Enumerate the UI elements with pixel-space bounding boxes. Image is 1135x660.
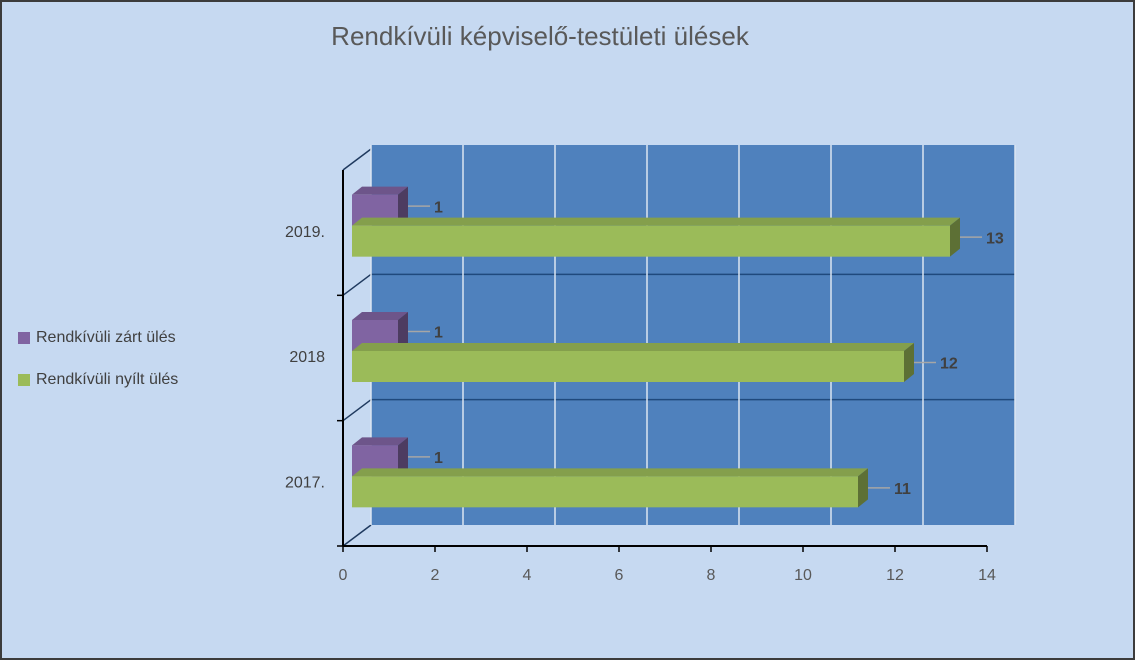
x-tick-label: 8	[707, 567, 716, 584]
bar-top	[352, 217, 960, 226]
side-line	[342, 148, 372, 171]
x-tick-label: 2	[431, 567, 440, 584]
legend-swatch	[18, 374, 30, 386]
side-line	[342, 399, 372, 422]
back-wall	[371, 145, 1015, 525]
bar-side	[858, 468, 868, 508]
bar-top	[352, 186, 408, 195]
bar-side	[950, 217, 960, 257]
bar	[352, 225, 950, 257]
y-tick-label: 2018	[289, 349, 325, 366]
side-line	[342, 273, 372, 296]
floor	[343, 525, 1015, 546]
bar-top	[352, 468, 868, 477]
data-label: 1	[434, 199, 443, 216]
bar-top	[352, 437, 408, 446]
bar	[352, 351, 904, 382]
legend-swatch	[18, 332, 30, 344]
side-line	[342, 524, 372, 547]
bar-side	[398, 186, 408, 226]
legend-label: Rendkívüli zárt ülés	[36, 329, 176, 346]
x-tick-label: 0	[339, 567, 348, 584]
x-tick-label: 4	[523, 567, 532, 584]
data-label: 12	[940, 356, 958, 373]
bar-top	[352, 343, 914, 351]
x-tick-label: 14	[978, 567, 996, 584]
bar-side	[904, 343, 914, 382]
bar-side	[398, 437, 408, 477]
x-tick-label: 12	[886, 567, 904, 584]
chart-title: Rendkívüli képviselő-testületi ülések	[331, 21, 750, 51]
bar-top	[352, 312, 408, 320]
y-tick-label: 2017.	[285, 475, 325, 492]
legend-label: Rendkívüli nyílt ülés	[36, 371, 178, 388]
y-tick-label: 2019.	[285, 224, 325, 241]
data-label: 1	[434, 325, 443, 342]
bar-side	[398, 312, 408, 351]
data-label: 11	[894, 481, 911, 498]
x-tick-label: 6	[615, 567, 624, 584]
data-label: 13	[986, 230, 1004, 247]
x-tick-label: 10	[794, 567, 812, 584]
bar	[352, 476, 858, 508]
data-label: 1	[434, 450, 443, 467]
